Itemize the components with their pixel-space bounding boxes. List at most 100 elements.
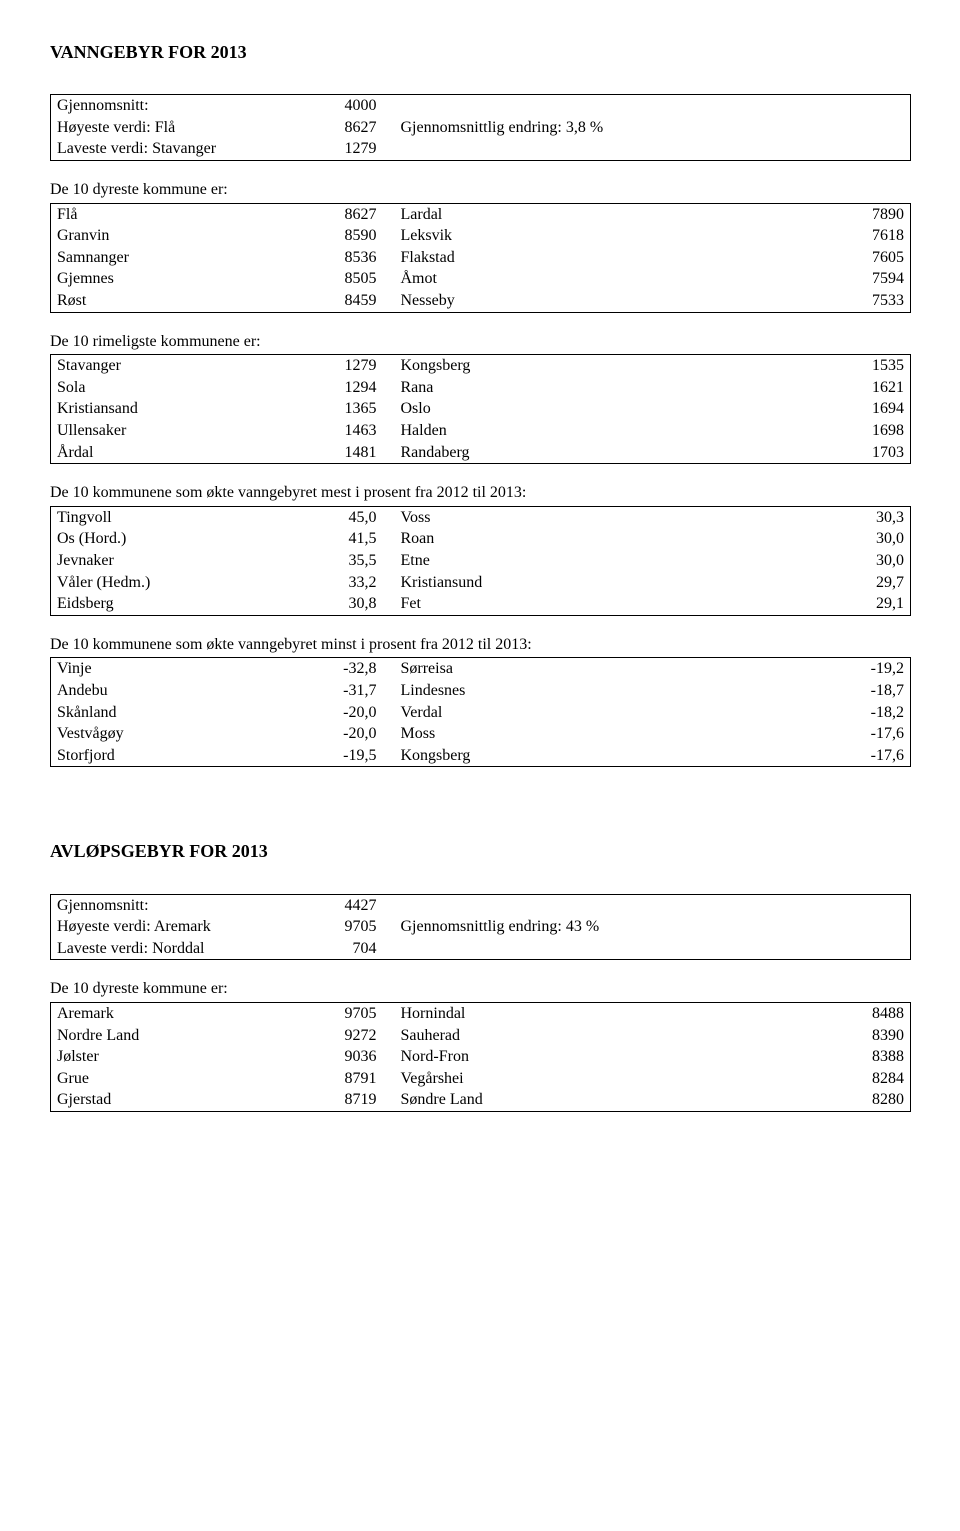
table-row: Røst8459Nesseby7533 (51, 290, 911, 312)
cell-name-b: Roan (395, 528, 722, 550)
cell-name-b: Flakstad (395, 247, 722, 269)
cell-name-a: Os (Hord.) (51, 528, 309, 550)
table-dyreste-2: Aremark9705Hornindal8488Nordre Land9272S… (50, 1002, 911, 1112)
cell-name-a: Kristiansand (51, 398, 309, 420)
cell-value-a: 41,5 (309, 528, 395, 550)
cell-name-a: Jølster (51, 1046, 309, 1068)
cell-name-a: Flå (51, 203, 309, 225)
cell-value-b: 29,7 (721, 572, 910, 594)
caption-dyreste-2: De 10 dyreste kommune er: (50, 978, 910, 1000)
table-row: Kristiansand1365Oslo1694 (51, 398, 911, 420)
cell-name-a: Årdal (51, 442, 309, 464)
summary-box-avlopsgebyr: Gjennomsnitt:4427Høyeste verdi: Aremark9… (50, 894, 911, 961)
summary-value: 4000 (309, 95, 395, 117)
table-dyreste-1: Flå8627Lardal7890Granvin8590Leksvik7618S… (50, 203, 911, 313)
cell-value-b: -18,2 (721, 702, 910, 724)
summary-value: 704 (309, 938, 395, 960)
section-title-vanngebyr: VANNGEBYR FOR 2013 (50, 40, 910, 64)
cell-value-b: -17,6 (721, 723, 910, 745)
cell-value-b: 1703 (721, 442, 910, 464)
cell-name-b: Kongsberg (395, 355, 722, 377)
cell-value-a: -31,7 (309, 680, 395, 702)
cell-value-b: 8280 (721, 1089, 910, 1111)
cell-value-b: 8390 (721, 1025, 910, 1047)
cell-name-b: Nesseby (395, 290, 722, 312)
cell-value-a: 35,5 (309, 550, 395, 572)
cell-name-b: Lardal (395, 203, 722, 225)
cell-name-b: Randaberg (395, 442, 722, 464)
caption-rimeligste: De 10 rimeligste kommunene er: (50, 331, 910, 353)
cell-value-a: 8536 (309, 247, 395, 269)
cell-value-b: 8388 (721, 1046, 910, 1068)
summary-note (395, 95, 722, 117)
summary-label: Laveste verdi: Stavanger (51, 138, 309, 160)
cell-name-b: Fet (395, 593, 722, 615)
cell-value-a: 9705 (309, 1003, 395, 1025)
cell-value-a: 1294 (309, 377, 395, 399)
cell-name-b: Søndre Land (395, 1089, 722, 1111)
cell-value-a: 8459 (309, 290, 395, 312)
cell-name-a: Skånland (51, 702, 309, 724)
table-row: Aremark9705Hornindal8488 (51, 1003, 911, 1025)
table-row: Våler (Hedm.)33,2Kristiansund29,7 (51, 572, 911, 594)
summary-note-value (721, 916, 910, 938)
cell-value-b: -17,6 (721, 745, 910, 767)
cell-name-a: Andebu (51, 680, 309, 702)
summary-note-value (721, 138, 910, 160)
table-row: Granvin8590Leksvik7618 (51, 225, 911, 247)
cell-name-a: Våler (Hedm.) (51, 572, 309, 594)
cell-value-b: 1621 (721, 377, 910, 399)
table-row: Skånland-20,0Verdal-18,2 (51, 702, 911, 724)
cell-name-a: Samnanger (51, 247, 309, 269)
cell-name-a: Gjerstad (51, 1089, 309, 1111)
cell-name-b: Vegårshei (395, 1068, 722, 1090)
cell-name-a: Gjemnes (51, 268, 309, 290)
table-row: Nordre Land9272Sauherad8390 (51, 1025, 911, 1047)
cell-name-b: Etne (395, 550, 722, 572)
cell-name-a: Stavanger (51, 355, 309, 377)
summary-value: 9705 (309, 916, 395, 938)
summary-note: Gjennomsnittlig endring: 3,8 % (395, 117, 722, 139)
cell-value-b: -18,7 (721, 680, 910, 702)
cell-value-b: -19,2 (721, 658, 910, 680)
cell-name-a: Granvin (51, 225, 309, 247)
table-row: Grue8791Vegårshei8284 (51, 1068, 911, 1090)
summary-value: 8627 (309, 117, 395, 139)
table-rimeligste: Stavanger1279Kongsberg1535Sola1294Rana16… (50, 354, 911, 464)
cell-name-a: Storfjord (51, 745, 309, 767)
cell-name-b: Sørreisa (395, 658, 722, 680)
table-row: Samnanger8536Flakstad7605 (51, 247, 911, 269)
table-row: Sola1294Rana1621 (51, 377, 911, 399)
summary-row: Høyeste verdi: Flå8627Gjennomsnittlig en… (51, 117, 911, 139)
cell-name-b: Sauherad (395, 1025, 722, 1047)
summary-label: Høyeste verdi: Flå (51, 117, 309, 139)
table-row: Vinje-32,8Sørreisa-19,2 (51, 658, 911, 680)
caption-mest: De 10 kommunene som økte vanngebyret mes… (50, 482, 910, 504)
cell-name-a: Aremark (51, 1003, 309, 1025)
table-row: Eidsberg30,8Fet29,1 (51, 593, 911, 615)
cell-value-b: 29,1 (721, 593, 910, 615)
summary-note: Gjennomsnittlig endring: 43 % (395, 916, 722, 938)
summary-row: Gjennomsnitt:4427 (51, 894, 911, 916)
table-row: Jølster9036Nord-Fron8388 (51, 1046, 911, 1068)
cell-value-a: -20,0 (309, 723, 395, 745)
table-row: Andebu-31,7Lindesnes-18,7 (51, 680, 911, 702)
cell-value-a: 1365 (309, 398, 395, 420)
caption-minst: De 10 kommunene som økte vanngebyret min… (50, 634, 910, 656)
cell-name-b: Nord-Fron (395, 1046, 722, 1068)
cell-name-a: Nordre Land (51, 1025, 309, 1047)
cell-name-a: Grue (51, 1068, 309, 1090)
cell-value-a: 1481 (309, 442, 395, 464)
summary-row: Laveste verdi: Stavanger1279 (51, 138, 911, 160)
cell-name-b: Leksvik (395, 225, 722, 247)
table-row: Vestvågøy-20,0Moss-17,6 (51, 723, 911, 745)
table-row: Os (Hord.)41,5Roan30,0 (51, 528, 911, 550)
cell-name-a: Tingvoll (51, 506, 309, 528)
cell-value-a: 33,2 (309, 572, 395, 594)
cell-value-a: 8627 (309, 203, 395, 225)
cell-value-b: 1694 (721, 398, 910, 420)
cell-name-a: Sola (51, 377, 309, 399)
cell-value-b: 1535 (721, 355, 910, 377)
table-row: Jevnaker35,5Etne30,0 (51, 550, 911, 572)
cell-value-b: 8488 (721, 1003, 910, 1025)
